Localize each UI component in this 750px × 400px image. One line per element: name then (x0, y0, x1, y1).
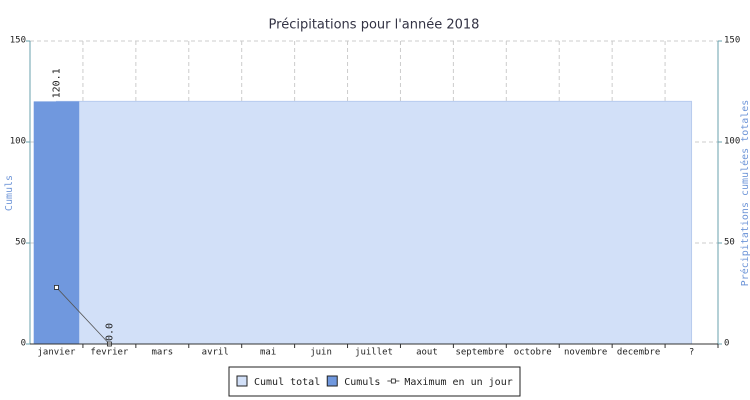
x-tick-label: juin (310, 348, 332, 358)
legend-swatch-marker (390, 378, 396, 384)
data-label: 120.1 (51, 68, 62, 98)
y2-tick-label: 0 (724, 339, 729, 349)
y2-tick-label: 150 (724, 36, 740, 46)
y-tick-label: 150 (10, 36, 26, 46)
x-tick-label: octobre (514, 348, 552, 358)
legend-label: Cumuls (344, 377, 380, 388)
legend: Cumul total Cumuls Maximum en un jour (228, 366, 521, 397)
legend-label: Maximum en un jour (404, 377, 512, 388)
y2-tick-label: 50 (724, 238, 735, 248)
y-tick-label: 0 (21, 339, 26, 349)
x-tick-label: novembre (564, 348, 607, 358)
line-marker (54, 285, 59, 290)
x-tick-label: avril (202, 348, 229, 358)
bar (33, 101, 80, 344)
legend-box (228, 366, 521, 397)
x-tick-label: decembre (617, 348, 660, 358)
legend-swatch (236, 375, 248, 387)
x-tick-label: mai (260, 348, 276, 358)
x-tick-label: janvier (37, 348, 76, 358)
legend-label: Cumul total (254, 377, 320, 388)
y-axis-title: Cumuls (4, 175, 15, 211)
area (55, 100, 693, 345)
x-tick-label: fevrier (90, 348, 129, 358)
data-label: 0.0 (104, 323, 115, 341)
x-tick-label: septembre (455, 348, 504, 358)
x-tick-label: ? (689, 348, 694, 358)
y2-axis-title: Précipitations cumulées totales (739, 100, 750, 287)
chart-title: Précipitations pour l'année 2018 (269, 18, 480, 33)
x-tick-label: mars (151, 348, 173, 358)
line (56, 287, 110, 345)
x-tick-label: aout (416, 348, 438, 358)
legend-swatch (326, 375, 338, 387)
x-tick-label: juillet (355, 348, 393, 358)
y2-tick-label: 100 (724, 137, 740, 147)
y-tick-label: 100 (10, 137, 26, 147)
y-tick-label: 50 (15, 238, 26, 248)
